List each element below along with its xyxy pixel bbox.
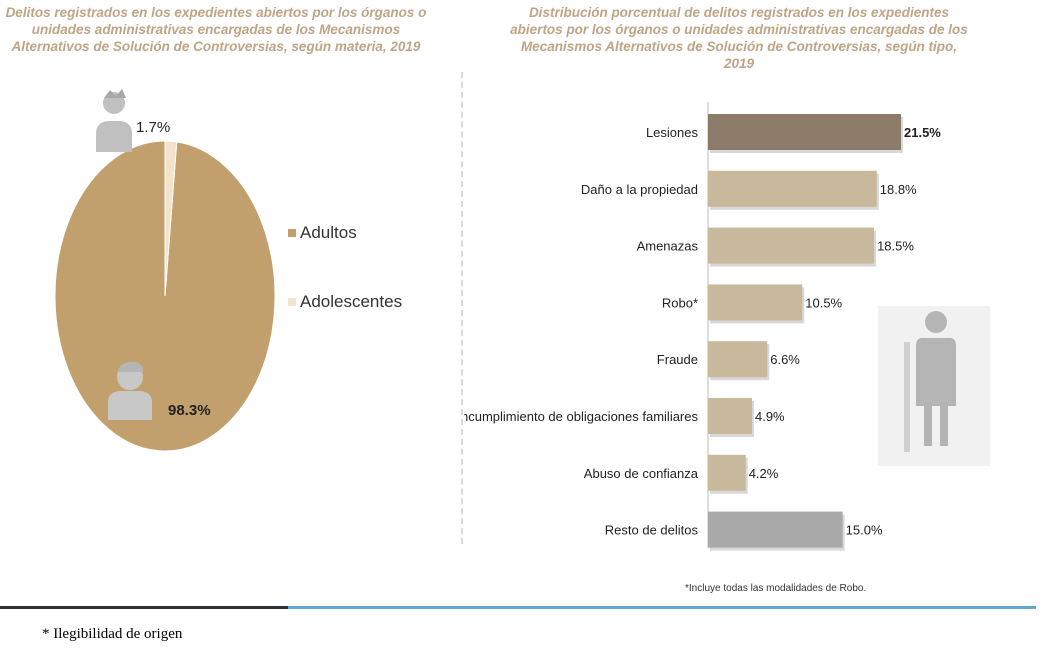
bar-chart: Lesiones 21.5% Daño a la propiedad 18.8% Ame… — [464, 102, 990, 551]
bar-category-label: Robo* — [662, 295, 698, 310]
bar-value-label: 21.5% — [904, 125, 941, 140]
bar-value-label: 10.5% — [805, 295, 842, 310]
legend-label-adultos: Adultos — [300, 223, 357, 242]
pie-label-adultos: 98.3% — [168, 402, 211, 419]
pie-label-adolescentes: 1.7% — [136, 119, 170, 136]
panel-divider — [461, 72, 463, 544]
bar-value-label: 15.0% — [846, 523, 883, 538]
legend-item-adultos: Adultos — [288, 223, 357, 243]
legend-swatch-adolescentes — [288, 298, 296, 306]
person-crutch-icon — [878, 306, 990, 466]
bar-category-label: Amenazas — [637, 239, 699, 254]
bar-value-label: 18.8% — [880, 182, 917, 197]
pie-slice-adolescentes — [164, 140, 178, 297]
bar-7 — [708, 511, 843, 548]
bar-0 — [708, 114, 901, 150]
bar-chart-title: Distribución porcentual de delitos regis… — [510, 5, 968, 71]
bar-category-label: Incumplimiento de obligaciones familiare… — [464, 409, 698, 424]
bar-category-label: Resto de delitos — [605, 523, 699, 538]
bar-category-label: Fraude — [657, 352, 698, 367]
bar-4 — [708, 341, 768, 378]
adult-person-icon — [108, 361, 152, 420]
bar-category-label: Abuso de confianza — [584, 466, 699, 481]
bar-value-label: 4.2% — [749, 466, 779, 481]
bar-1 — [708, 170, 877, 207]
bar-value-label: 18.5% — [877, 239, 914, 254]
bar-value-label: 4.9% — [755, 409, 785, 424]
bar-2 — [708, 227, 875, 264]
image-caption: * Ilegibilidad de origen — [42, 626, 183, 642]
bar-value-label: 6.6% — [770, 352, 800, 367]
bar-5 — [708, 398, 752, 434]
legend-swatch-adultos — [288, 229, 296, 237]
bottom-rule-blue — [288, 606, 1036, 609]
legend-label-adolescentes: Adolescentes — [300, 292, 403, 311]
bar-3 — [708, 284, 803, 321]
legend-item-adolescentes: Adolescentes — [288, 292, 402, 312]
adolescent-person-icon — [96, 89, 132, 152]
bar-category-label: Lesiones — [646, 125, 699, 140]
bar-6 — [708, 454, 746, 491]
bar-chart-footnote: *Incluye todas las modalidades de Robo. — [685, 583, 867, 594]
bottom-rule-dark — [0, 606, 288, 609]
pie-chart: 98.3% 1.7% — [54, 89, 276, 452]
bar-category-label: Daño a la propiedad — [581, 182, 698, 197]
pie-chart-title: Delitos registrados en los expedientes a… — [5, 5, 427, 54]
